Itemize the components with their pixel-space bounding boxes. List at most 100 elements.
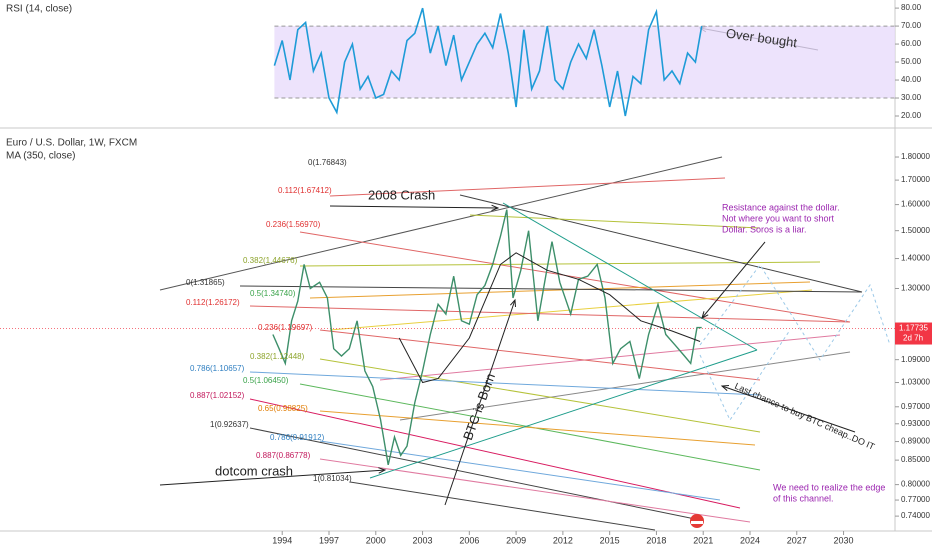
drawing-line <box>701 241 766 319</box>
y-tick-label: 30.00 <box>901 93 922 102</box>
y-tick-label: 0.77000 <box>901 495 930 504</box>
y-tick-label: 0.80000 <box>901 480 930 489</box>
y-tick-label: 0.89000 <box>901 437 930 446</box>
drawing-line <box>249 427 701 521</box>
x-tick-label: 2015 <box>600 535 620 545</box>
y-tick-label: 0.85000 <box>901 455 930 464</box>
y-tick-label: 1.40000 <box>901 254 930 263</box>
drawings <box>159 26 891 531</box>
rsi-line <box>273 7 703 117</box>
fib-label: 0.65(0.98825) <box>258 404 308 413</box>
drawing-line <box>319 458 751 523</box>
fib-label: 0.382(1.12448) <box>250 352 305 361</box>
drawing-line <box>469 214 761 229</box>
fib-label: 1(0.81034) <box>313 474 352 483</box>
y-tick-label: 70.00 <box>901 21 922 30</box>
y-tick-label: 20.00 <box>901 111 922 120</box>
x-tick-label: 2003 <box>413 535 433 545</box>
drawing-line <box>309 281 811 299</box>
fib-label: 0.887(1.02152) <box>190 391 245 400</box>
drawing-line <box>379 334 841 381</box>
arrow-head <box>491 204 500 212</box>
annotation: of this channel. <box>773 493 834 503</box>
fib-label: 0.5(1.06450) <box>243 376 289 385</box>
y-tick-label: 0.97000 <box>901 402 930 411</box>
y-tick-label: 80.00 <box>901 3 922 12</box>
fib-label: 0.112(1.26172) <box>186 298 240 307</box>
countdown: 2d 7h <box>903 334 923 343</box>
fib-label: 0.786(0.91912) <box>270 433 325 442</box>
rsi-band <box>274 26 896 99</box>
y-tick-label: 1.80000 <box>901 152 930 161</box>
fib-label: 1(0.92637) <box>210 420 249 429</box>
y-tick-label: 1.30000 <box>901 284 930 293</box>
x-tick-label: 2030 <box>834 535 854 545</box>
y-tick-label: 60.00 <box>901 39 922 48</box>
y-tick-label: 1.70000 <box>901 175 930 184</box>
annotation: Resistance against the dollar. <box>722 202 840 212</box>
x-tick-label: 2018 <box>646 535 666 545</box>
drawing-line <box>159 156 723 291</box>
marks: 20.00 30.00 40.00 50.00 60.00 70.00 80.00 0.740… <box>0 3 932 545</box>
y-tick-label: 0.93000 <box>901 419 930 428</box>
drawing-line <box>459 194 863 293</box>
drawing-line <box>319 329 761 381</box>
x-tick-label: 1994 <box>272 535 292 545</box>
drawing-line <box>159 469 386 486</box>
arrow-head <box>701 311 709 319</box>
drawing-line <box>319 440 721 501</box>
projection <box>699 264 891 361</box>
y-tick-label: 1.60000 <box>901 200 930 209</box>
fib-label: 0(1.76843) <box>308 158 347 167</box>
annotation: Dollar. Soros is a liar. <box>722 224 807 234</box>
annotation: Not where you want to short <box>722 213 835 223</box>
drawing-line <box>329 177 726 197</box>
fib-label: 0.382(1.44676) <box>243 256 298 265</box>
drawing-line <box>349 481 656 531</box>
ma-line <box>398 252 701 384</box>
drawing-line <box>249 371 761 396</box>
drawing-line <box>369 349 758 479</box>
drawing-line <box>399 351 851 421</box>
drawing-line <box>249 305 851 323</box>
x-tick-label: 2006 <box>459 535 479 545</box>
y-tick-label: 1.50000 <box>901 226 930 235</box>
drawing-line <box>239 285 863 293</box>
arrow-head <box>378 467 387 474</box>
price-line <box>272 209 702 466</box>
arrow-head <box>720 385 730 392</box>
drawing-line <box>319 358 761 433</box>
fib-label: 0.5(1.34740) <box>250 289 296 298</box>
fib-label: 0.112(1.67412) <box>278 186 332 195</box>
y-tick-label: 1.09000 <box>901 355 930 364</box>
logo-icon <box>691 521 703 524</box>
drawing-line <box>329 205 499 209</box>
drawing-line <box>319 410 756 446</box>
y-tick-label: 1.03000 <box>901 378 930 387</box>
fib-label: 0.786(1.10657) <box>190 364 245 373</box>
x-tick-label: 2024 <box>740 535 760 545</box>
drawing-line <box>249 398 741 509</box>
ma-legend: MA (350, close) <box>6 151 75 162</box>
last-price-box <box>895 322 932 345</box>
rsi-title: RSI (14, close) <box>6 4 72 15</box>
annotation: dotcom crash <box>215 463 293 478</box>
drawing-line <box>299 261 821 267</box>
y-tick-label: 50.00 <box>901 57 922 66</box>
fib-label: 0(1.31865) <box>186 278 225 287</box>
drawing-line <box>299 231 851 323</box>
x-tick-label: 2012 <box>553 535 573 545</box>
x-tick-label: 1997 <box>319 535 339 545</box>
x-tick-label: 2009 <box>506 535 526 545</box>
fib-label: 0.236(1.19697) <box>258 323 313 332</box>
annotation: 2008 Crash <box>368 187 435 202</box>
fib-label: 0.887(0.86778) <box>256 451 311 460</box>
x-tick-label: 2021 <box>693 535 713 545</box>
last-price-label: 1.17735 <box>899 324 928 333</box>
chart-title: Euro / U.S. Dollar, 1W, FXCM <box>6 138 137 149</box>
y-tick-label: 40.00 <box>901 75 922 84</box>
fib-label: 0.236(1.56970) <box>266 220 321 229</box>
x-tick-label: 2000 <box>366 535 386 545</box>
arrow-head <box>509 298 516 308</box>
drawing-line <box>721 385 856 433</box>
